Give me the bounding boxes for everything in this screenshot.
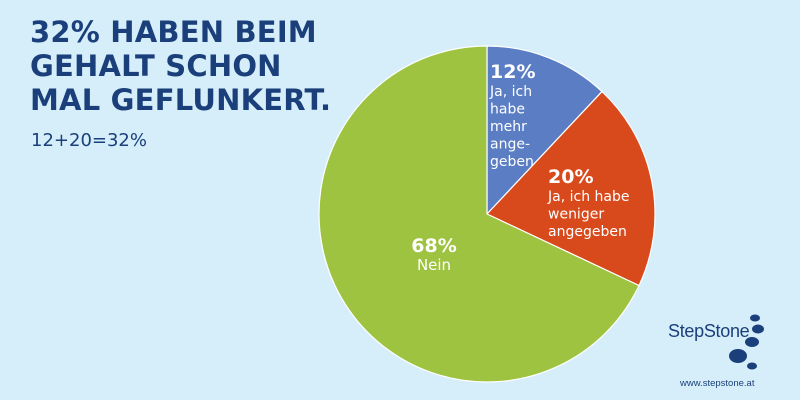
brand-name: StepStone	[668, 321, 750, 341]
pie-slice-1	[486, 45, 603, 216]
slice-category-label-1-line-5: geben	[490, 154, 534, 170]
slice-category-label-1-line-2: habe	[490, 102, 525, 118]
slice-category-label-1-line-3: mehr	[490, 119, 527, 135]
footsteps-icon	[729, 314, 764, 370]
stepstone-logo[interactable]: StepStone	[668, 313, 778, 373]
headline-line-1: 32% HABEN BEIM	[30, 15, 317, 49]
headline-line-2: GEHALT SCHON	[30, 48, 282, 83]
website-link[interactable]: www.stepstone.at	[680, 378, 755, 389]
pie-slice-3	[318, 45, 640, 383]
slice-category-label-2-line-2: weniger	[548, 207, 604, 223]
slice-percent-label-2: 20%	[548, 166, 593, 188]
headline: 32% HABEN BEIM GEHALT SCHON MAL GEFLUNKE…	[30, 15, 360, 118]
pie-slice-2	[485, 90, 656, 287]
headline-line-3: MAL GEFLUNKERT.	[30, 82, 332, 117]
slice-percent-label-3: 68%	[411, 235, 456, 257]
slice-category-label-3-line-1: Nein	[417, 256, 451, 274]
slice-category-label-2-line-3: angegeben	[548, 224, 627, 240]
slice-percent-label-1: 12%	[490, 61, 535, 83]
headline-subline: 12+20=32%	[31, 130, 147, 151]
slice-category-label-2-line-1: Ja, ich habe	[547, 189, 629, 205]
slice-category-label-1-line-1: Ja, ich	[489, 84, 532, 100]
slice-category-label-1-line-4: ange-	[490, 137, 530, 153]
